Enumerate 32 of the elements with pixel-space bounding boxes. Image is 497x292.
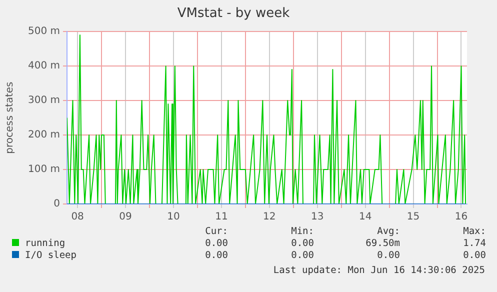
y-tick-label: 0 <box>54 198 60 210</box>
x-tick-label: 16 <box>454 212 468 223</box>
text: 0.00 <box>290 250 314 262</box>
y-tick-label: 400 m <box>28 60 60 72</box>
y-tick-label: 500 m <box>28 26 60 38</box>
y-axis-title: process states <box>4 82 16 154</box>
x-tick-label: 14 <box>358 212 372 223</box>
text: Max: <box>462 226 486 238</box>
x-tick-label: 12 <box>263 212 276 223</box>
y-tick-label: 200 m <box>28 130 60 141</box>
text: 0.00 <box>204 250 228 262</box>
chart-title: VMstat - by week <box>177 6 290 22</box>
x-tick-label: 10 <box>167 212 180 223</box>
x-tick-label: 11 <box>215 212 228 223</box>
text: 0.00 <box>462 250 486 262</box>
text: 0.00 <box>204 238 228 250</box>
text: 0.00 <box>290 238 314 250</box>
x-tick-label: 09 <box>119 212 132 223</box>
legend-label: running <box>24 238 66 250</box>
text: Min: <box>290 226 314 238</box>
text: 69.50m <box>364 238 400 250</box>
y-tick-label: 300 m <box>28 95 60 106</box>
x-tick-label: 15 <box>406 212 420 223</box>
text: Avg: <box>376 226 400 238</box>
legend-label: I/O sleep <box>24 250 78 262</box>
x-tick-label: 08 <box>71 212 84 223</box>
text: 1.74 <box>462 238 486 250</box>
y-tick-label: 100 m <box>28 164 60 176</box>
text: Last update: Mon Jun 16 14:30:06 2025 <box>273 265 485 276</box>
text: 0.00 <box>376 250 400 262</box>
text: Cur: <box>204 226 228 238</box>
x-tick-label: 13 <box>310 212 324 223</box>
